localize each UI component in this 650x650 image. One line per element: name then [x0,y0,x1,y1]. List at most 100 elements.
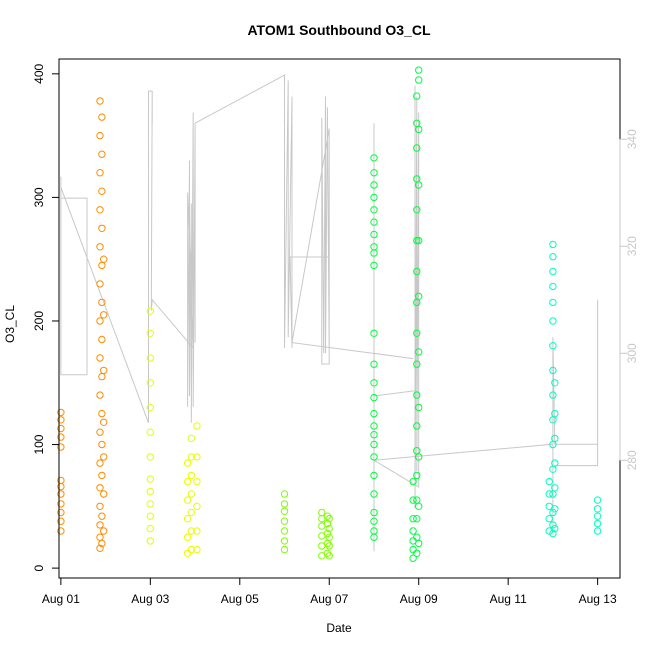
data-point [415,292,423,300]
data-point [280,517,289,525]
data-point [183,459,192,467]
data-point [409,545,417,554]
data-point [187,527,196,535]
data-point [193,422,201,430]
data-point [325,542,333,550]
data-point [57,500,65,508]
y-tick-label: 100 [32,434,46,454]
data-point [370,329,378,337]
data-point [57,443,65,451]
data-point [193,502,201,510]
y-axis-right: 280 300 320 340 [619,129,639,470]
data-point [98,335,106,344]
data-point [96,502,104,510]
data-point [98,539,106,548]
series-2 [280,490,333,560]
data-point [545,515,553,523]
data-point [370,431,378,439]
data-point [98,372,106,381]
data-point [280,537,289,545]
data-point [96,391,104,399]
data-point [370,490,378,498]
data-point [96,428,104,436]
data-point [551,434,559,443]
data-point [318,508,326,517]
data-point [183,549,192,557]
data-point [57,416,65,424]
data-point [98,187,106,195]
data-point [57,433,65,441]
y-tick-label: 0 [32,564,46,571]
data-point [96,354,104,362]
data-point [96,544,104,552]
data-point [413,267,421,276]
data-point [187,453,196,461]
data-point [146,354,155,362]
data-point [325,552,333,560]
data-point [100,453,108,461]
data-point [146,537,155,545]
data-point [96,280,104,288]
data-point [183,496,192,504]
overlay-line-layer [60,74,599,552]
data-point [96,131,104,140]
data-point [409,477,417,486]
data-point [183,533,192,541]
data-point [593,519,602,528]
data-point [146,428,155,436]
data-point [413,329,421,337]
data-point [187,545,196,554]
x-tick-label: Aug 03 [131,592,169,606]
data-point [280,500,289,508]
data-point [96,169,104,177]
data-point [549,508,557,517]
data-point [415,453,423,461]
data-point [187,434,196,443]
x-tick-label: Aug 13 [579,592,617,606]
data-point [98,512,106,520]
data-point [280,490,289,498]
data-point [409,496,417,504]
data-point [370,181,378,189]
data-point [146,487,155,496]
y-tick-label: 200 [32,311,46,331]
series-0 [57,97,108,552]
data-point [370,517,378,525]
data-point [146,453,155,461]
y-tick-label: 300 [32,187,46,207]
data-point [551,409,559,418]
data-point [193,527,201,535]
x-axis-label: Date [326,621,352,635]
data-point [96,97,104,105]
data-point [183,515,192,523]
data-point [57,476,65,485]
data-point [187,508,196,517]
data-point [549,317,557,325]
data-point [325,524,333,533]
data-point [370,360,378,368]
data-point [146,403,155,412]
data-point [415,181,423,189]
data-point [280,507,289,515]
data-point [370,440,378,449]
y-axis-label: O3_CL [3,305,17,343]
data-point [146,512,155,520]
data-point [146,307,155,315]
data-point [280,545,289,554]
data-point [370,508,378,517]
data-point [96,521,104,529]
points-layer [57,66,602,562]
data-point [193,545,201,554]
data-point [413,144,421,152]
data-point [98,298,106,307]
data-point [100,490,108,498]
data-point [193,453,201,461]
chart-title: ATOM1 Southbound O3_CL [247,22,430,38]
data-point [98,224,106,233]
data-point [146,475,155,483]
data-point [593,527,602,535]
data-point [98,261,106,270]
data-point [415,66,423,74]
data-point [415,125,423,134]
